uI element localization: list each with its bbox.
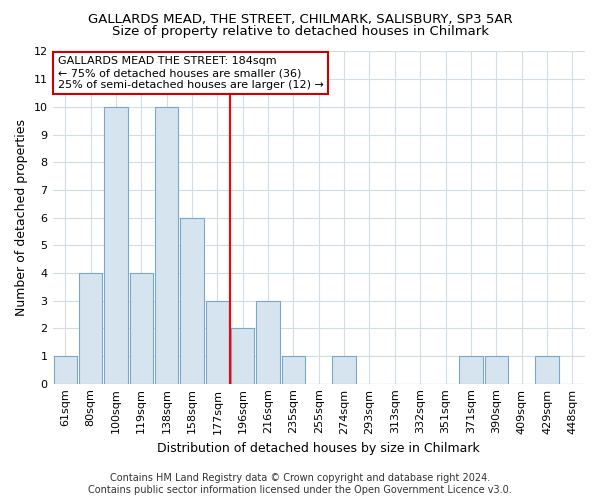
Text: Contains HM Land Registry data © Crown copyright and database right 2024.
Contai: Contains HM Land Registry data © Crown c… (88, 474, 512, 495)
Bar (130, 273, 153, 384)
X-axis label: Distribution of detached houses by size in Chilmark: Distribution of detached houses by size … (157, 442, 480, 455)
Bar (332, 356, 356, 384)
Bar (231, 328, 254, 384)
Bar (53, 356, 77, 384)
Bar (485, 356, 508, 384)
Text: GALLARDS MEAD, THE STREET, CHILMARK, SALISBURY, SP3 5AR: GALLARDS MEAD, THE STREET, CHILMARK, SAL… (88, 12, 512, 26)
Text: Size of property relative to detached houses in Chilmark: Size of property relative to detached ho… (112, 25, 488, 38)
Bar (155, 107, 178, 384)
Text: GALLARDS MEAD THE STREET: 184sqm
← 75% of detached houses are smaller (36)
25% o: GALLARDS MEAD THE STREET: 184sqm ← 75% o… (58, 56, 324, 90)
Bar (104, 107, 128, 384)
Bar (256, 300, 280, 384)
Bar (282, 356, 305, 384)
Y-axis label: Number of detached properties: Number of detached properties (15, 119, 28, 316)
Bar (181, 218, 203, 384)
Bar (79, 273, 102, 384)
Bar (459, 356, 482, 384)
Bar (535, 356, 559, 384)
Bar (206, 300, 229, 384)
